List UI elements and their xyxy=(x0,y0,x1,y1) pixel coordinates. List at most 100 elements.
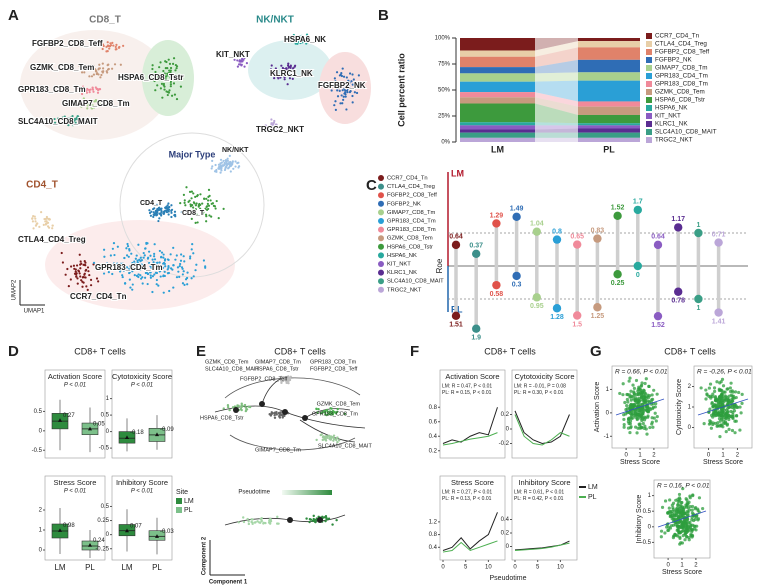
cell-dot xyxy=(62,118,65,121)
dot xyxy=(674,287,683,296)
cell-dot xyxy=(219,162,222,165)
panel-title: CD8+ T cells xyxy=(484,346,536,356)
cell-dot xyxy=(195,202,198,205)
cell-dot xyxy=(323,410,327,414)
cell-dot xyxy=(133,273,136,277)
cell-dot xyxy=(223,163,226,167)
cell-dot xyxy=(724,430,728,434)
cell-dot xyxy=(303,40,306,43)
cell-dot xyxy=(720,377,725,381)
cluster-label: KIT_NKT xyxy=(216,50,250,59)
subplot-title: Cytotoxicity Score xyxy=(514,372,574,381)
bar-segment xyxy=(578,47,640,60)
branch-label: SLC4A10_CD8_MAIT xyxy=(318,443,372,449)
cell-dot xyxy=(156,209,159,212)
cell-dot xyxy=(622,417,626,422)
cell-dot xyxy=(718,381,722,385)
cell-dot xyxy=(99,76,102,79)
legend-label: HSPA6_NK xyxy=(387,253,417,259)
cell-dot xyxy=(183,260,186,263)
cell-dot xyxy=(625,403,629,408)
alluvium xyxy=(535,103,578,124)
cell-dot xyxy=(190,248,193,251)
bar-segment xyxy=(460,38,535,51)
cell-dot xyxy=(163,270,166,273)
panel-label: E xyxy=(196,343,206,360)
cell-dot xyxy=(125,254,129,257)
cell-dot xyxy=(740,392,744,396)
cell-dot xyxy=(67,124,70,127)
cell-dot xyxy=(640,417,645,421)
cell-dot xyxy=(628,430,632,435)
cell-dot xyxy=(293,39,296,43)
cell-dot xyxy=(632,394,636,398)
cell-dot xyxy=(194,269,197,272)
legend-dot xyxy=(378,278,384,285)
cell-dot xyxy=(139,268,142,271)
cell-dot xyxy=(158,261,161,264)
y-tick-label: 0.5 xyxy=(34,409,43,415)
cell-dot xyxy=(690,504,695,509)
cell-dot xyxy=(197,205,200,208)
cell-dot xyxy=(717,398,722,402)
cell-dot xyxy=(671,506,675,510)
legend-dot xyxy=(378,261,384,267)
cell-dot xyxy=(201,212,205,215)
alluvium xyxy=(535,59,578,74)
mean-label: -0.03 xyxy=(160,529,174,535)
legend-label: HSPA6_CD8_Tstr xyxy=(387,244,433,250)
cell-dot xyxy=(175,97,179,101)
cell-dot xyxy=(130,266,133,269)
cd4-region xyxy=(45,220,235,310)
cell-dot xyxy=(723,390,727,394)
cell-dot xyxy=(72,264,76,267)
cell-dot xyxy=(149,254,152,257)
cell-dot xyxy=(245,62,249,65)
cell-dot xyxy=(83,102,87,106)
cell-dot xyxy=(85,285,88,288)
x-tick-label: LM xyxy=(491,144,504,154)
cell-dot xyxy=(725,387,729,391)
cell-dot xyxy=(190,217,193,220)
cell-dot xyxy=(286,74,289,78)
legend-label: GIMAP7_CD8_Tm xyxy=(387,210,435,216)
mean-label: 0.05 xyxy=(93,421,105,427)
cell-dot xyxy=(652,388,656,392)
legend-dot xyxy=(378,286,384,293)
branch-node xyxy=(317,517,323,523)
value-label: 0.65 xyxy=(570,233,584,240)
cell-dot xyxy=(685,498,689,502)
value-label: 1.52 xyxy=(651,322,665,329)
cell-dot xyxy=(131,267,135,270)
cell-dot xyxy=(34,220,37,223)
cell-dot xyxy=(76,86,79,89)
cell-dot xyxy=(690,518,694,522)
cell-dot xyxy=(636,401,640,406)
cell-dot xyxy=(83,263,86,267)
cell-dot xyxy=(690,515,694,520)
legend-label: LM xyxy=(184,498,194,505)
x-tick-label: PL xyxy=(85,563,95,572)
cell-dot xyxy=(180,253,183,256)
cell-dot xyxy=(114,45,117,49)
legend-label: GZMK_CD8_Tem xyxy=(387,236,433,242)
value-label: 1.25 xyxy=(591,313,605,320)
cell-dot xyxy=(709,394,713,398)
fit-line xyxy=(657,510,707,528)
cell-dot xyxy=(208,194,211,197)
legend-swatch xyxy=(646,89,652,95)
cell-dot xyxy=(162,82,166,86)
p-value: P < 0.01 xyxy=(64,383,86,389)
cell-dot xyxy=(98,67,101,70)
cell-dot xyxy=(84,269,87,272)
cell-dot xyxy=(167,72,170,75)
cell-dot xyxy=(632,403,637,407)
cell-dot xyxy=(684,534,689,538)
value-label: 1.29 xyxy=(490,212,504,219)
y-tick-label: 0.8 xyxy=(429,405,438,411)
legend-label: SLC4A10_CD8_MAIT xyxy=(655,129,717,136)
cell-dot xyxy=(128,247,131,251)
legend-title: Site xyxy=(176,489,188,496)
plot-frame xyxy=(111,475,173,561)
cell-dot xyxy=(214,207,217,210)
